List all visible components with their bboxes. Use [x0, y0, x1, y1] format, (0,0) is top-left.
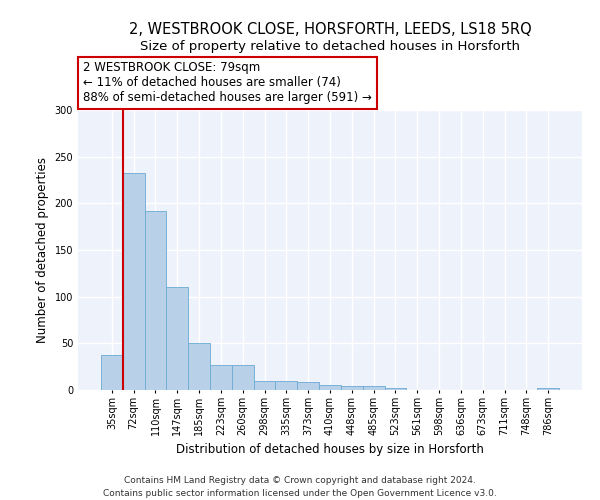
- Bar: [123, 174, 145, 390]
- Bar: [188, 344, 210, 390]
- Text: 2, WESTBROOK CLOSE, HORSFORTH, LEEDS, LS18 5RQ: 2, WESTBROOK CLOSE, HORSFORTH, LEEDS, LS…: [128, 22, 532, 38]
- Bar: [297, 382, 319, 390]
- Bar: [166, 288, 188, 390]
- Bar: [341, 386, 363, 390]
- Bar: [537, 388, 559, 390]
- Text: 2 WESTBROOK CLOSE: 79sqm
← 11% of detached houses are smaller (74)
88% of semi-d: 2 WESTBROOK CLOSE: 79sqm ← 11% of detach…: [83, 62, 372, 104]
- Bar: [385, 388, 406, 390]
- Bar: [232, 365, 254, 390]
- Bar: [101, 356, 123, 390]
- Bar: [363, 386, 385, 390]
- Bar: [254, 380, 275, 390]
- Bar: [275, 380, 297, 390]
- Bar: [319, 386, 341, 390]
- Bar: [145, 211, 166, 390]
- Text: Size of property relative to detached houses in Horsforth: Size of property relative to detached ho…: [140, 40, 520, 53]
- X-axis label: Distribution of detached houses by size in Horsforth: Distribution of detached houses by size …: [176, 444, 484, 456]
- Y-axis label: Number of detached properties: Number of detached properties: [36, 157, 49, 343]
- Bar: [210, 365, 232, 390]
- Text: Contains HM Land Registry data © Crown copyright and database right 2024.
Contai: Contains HM Land Registry data © Crown c…: [103, 476, 497, 498]
